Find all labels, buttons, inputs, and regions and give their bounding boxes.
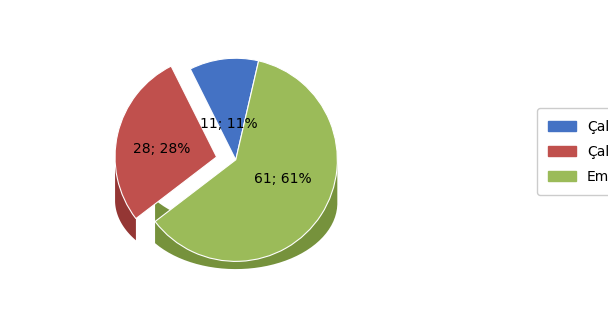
- Wedge shape: [190, 58, 258, 160]
- Text: 28; 28%: 28; 28%: [134, 142, 191, 156]
- Text: 61; 61%: 61; 61%: [254, 172, 311, 186]
- Polygon shape: [115, 159, 136, 240]
- Polygon shape: [155, 161, 337, 269]
- Wedge shape: [115, 66, 216, 219]
- Legend: Çalışıyor, Çalışmıyor, Emekli: Çalışıyor, Çalışmıyor, Emekli: [537, 109, 608, 195]
- Text: 11; 11%: 11; 11%: [200, 117, 258, 131]
- Wedge shape: [155, 61, 337, 261]
